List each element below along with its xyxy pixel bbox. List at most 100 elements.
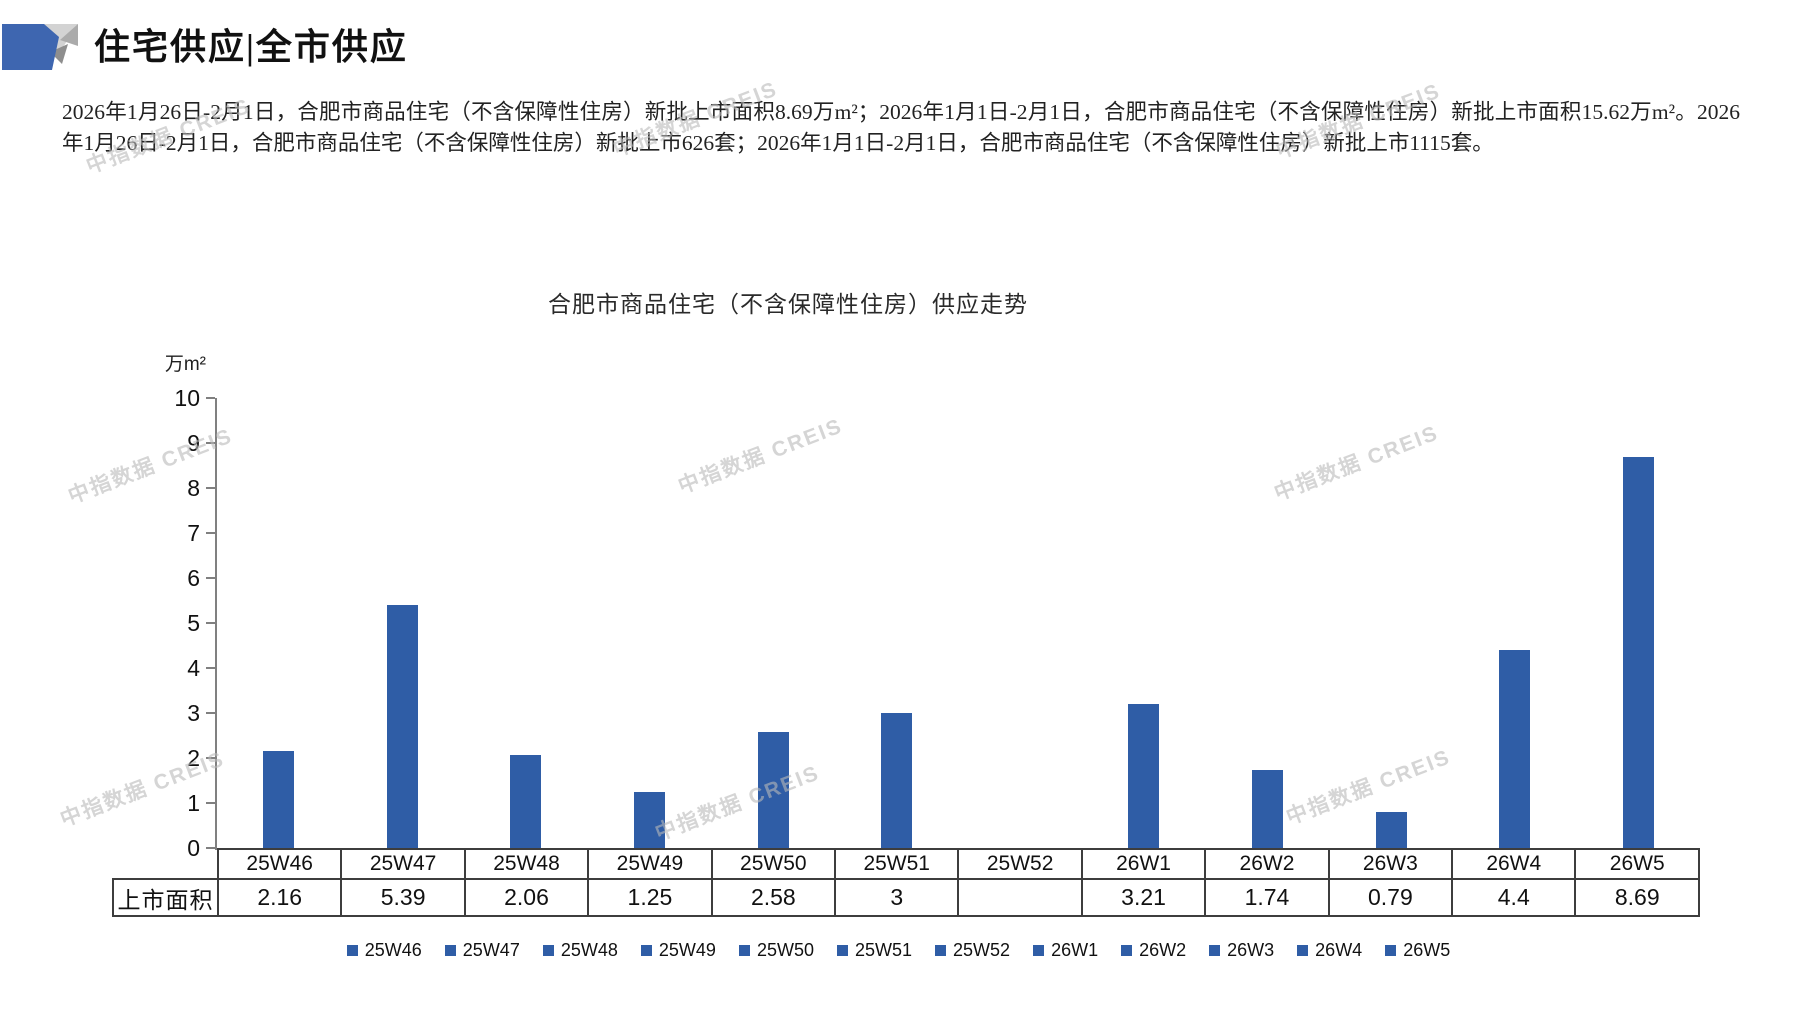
week-header-cell: 26W3 [1327,848,1454,880]
y-tick-label: 9 [187,430,200,456]
bar-25W49 [634,791,666,848]
y-tick-label: 3 [187,700,200,726]
y-tick-mark [206,712,215,714]
week-header-cell: 26W5 [1574,848,1700,880]
watermark-text: 中指数据 CREIS [1283,745,1454,830]
value-cell: 1.25 [587,878,713,917]
series-name-cell: 上市面积 [112,878,219,917]
y-tick-mark [206,442,215,444]
legend-item-26W2: 26W2 [1121,940,1186,961]
bar-25W46 [263,750,295,848]
y-tick-label: 1 [187,790,200,816]
legend-swatch [1033,944,1045,956]
y-tick-label: 5 [187,610,200,636]
value-cell: 2.06 [463,878,590,917]
value-cell: 5.39 [340,878,466,917]
value-cell: 2.58 [710,878,837,917]
legend-label: 25W52 [953,939,1011,960]
y-tick-label: 2 [187,745,200,771]
legend-label: 25W51 [854,939,913,960]
legend-label: 26W2 [1139,939,1187,960]
legend-label: 25W50 [756,939,814,960]
week-header-cell: 25W46 [216,848,343,880]
y-tick-label: 7 [187,520,200,546]
legend-swatch [346,944,358,956]
legend-item-25W47: 25W47 [444,939,520,961]
value-cell: 3.21 [1080,878,1207,917]
legend-label: 25W47 [462,939,520,960]
week-header-cell: 25W49 [587,848,713,880]
week-header-cell: 25W51 [834,848,960,880]
data-table: 25W46 25W47 25W48 25W49 25W50 25W51 25W52 26W1 2… [112,848,1700,917]
week-header-cell: 25W47 [340,848,466,880]
bar-25W50 [757,731,789,848]
legend-label: 25W49 [658,939,716,960]
legend-swatch [1209,944,1221,956]
value-cell: 8.69 [1574,878,1700,917]
week-header-cell: 25W52 [957,848,1083,880]
value-cell: 4.4 [1451,878,1577,917]
table-corner-empty [113,849,218,879]
week-header-cell: 25W50 [710,848,837,880]
legend-label: 26W3 [1227,939,1275,960]
page-title: 住宅供应|全市供应 [94,27,408,67]
legend-swatch [1121,944,1133,956]
legend-item-25W52: 25W52 [935,940,1010,961]
legend-swatch [935,944,947,956]
summary-paragraph: 2026年1月26日-2月1日，合肥市商品住宅（不含保障性住房）新批上市面积8.… [62,100,1740,155]
bar-26W1 [1128,703,1160,848]
watermark-text: 中指数据 CREIS [1271,421,1442,506]
y-tick-mark [206,757,215,759]
legend-item-25W46: 25W46 [346,939,422,961]
legend-item-25W51: 25W51 [836,939,913,961]
legend-item-25W49: 25W49 [640,939,716,961]
legend-swatch [542,944,554,956]
week-header-cell: 26W4 [1451,848,1577,880]
legend-label: 25W48 [560,939,618,960]
legend-swatch [444,944,456,956]
value-cell: 0.79 [1327,878,1454,917]
value-cell [957,878,1083,917]
legend-swatch [738,944,750,956]
legend-label: 26W4 [1315,939,1363,960]
y-tick-mark [206,667,215,669]
watermark-text: 中指数据 CREIS [675,414,846,499]
legend-item-25W48: 25W48 [542,939,618,961]
bar-26W2 [1251,769,1283,848]
value-cell: 3 [834,878,960,917]
y-tick-label: 0 [187,835,200,861]
y-tick-label: 4 [187,655,200,681]
bar-26W3 [1375,812,1407,848]
y-tick-label: 8 [187,475,200,501]
week-header-cell: 25W48 [463,848,590,880]
y-tick-mark [206,397,215,399]
legend-swatch [1297,944,1309,956]
table-week-header-row: 25W46 25W47 25W48 25W49 25W50 25W51 25W52 26W1 2… [113,848,1700,880]
legend-label: 26W5 [1403,939,1451,960]
bar-25W51 [881,713,913,848]
table-value-row: 上市面积 2.16 5.39 2.06 1.25 2.58 3 3.21 1.74 0.79 4.4… [112,878,1700,917]
y-tick-mark [206,802,215,804]
week-header-cell: 26W2 [1204,848,1330,880]
legend-item-26W3: 26W3 [1209,940,1274,961]
legend-label: 26W1 [1051,939,1099,960]
y-tick-mark [206,577,215,579]
value-cell: 1.74 [1204,878,1330,917]
bar-25W48 [510,755,542,848]
y-tick-label: 6 [187,565,200,591]
legend-swatch [640,944,652,956]
value-cell: 2.16 [216,878,343,917]
legend-item-26W4: 26W4 [1297,940,1362,961]
y-axis-unit-label: 万m² [164,354,206,375]
chart-legend: 25W46 25W47 25W48 25W49 25W50 25W51 25W52 26W1 2… [0,936,1797,964]
y-tick-mark [206,622,215,624]
y-tick-label: 10 [174,385,200,411]
y-axis-line [215,398,217,850]
bar-26W4 [1499,650,1531,848]
bar-25W47 [386,605,418,848]
legend-item-26W5: 26W5 [1385,940,1450,961]
bar-26W5 [1622,456,1654,848]
legend-swatch [836,944,848,956]
legend-label: 25W46 [364,939,422,960]
